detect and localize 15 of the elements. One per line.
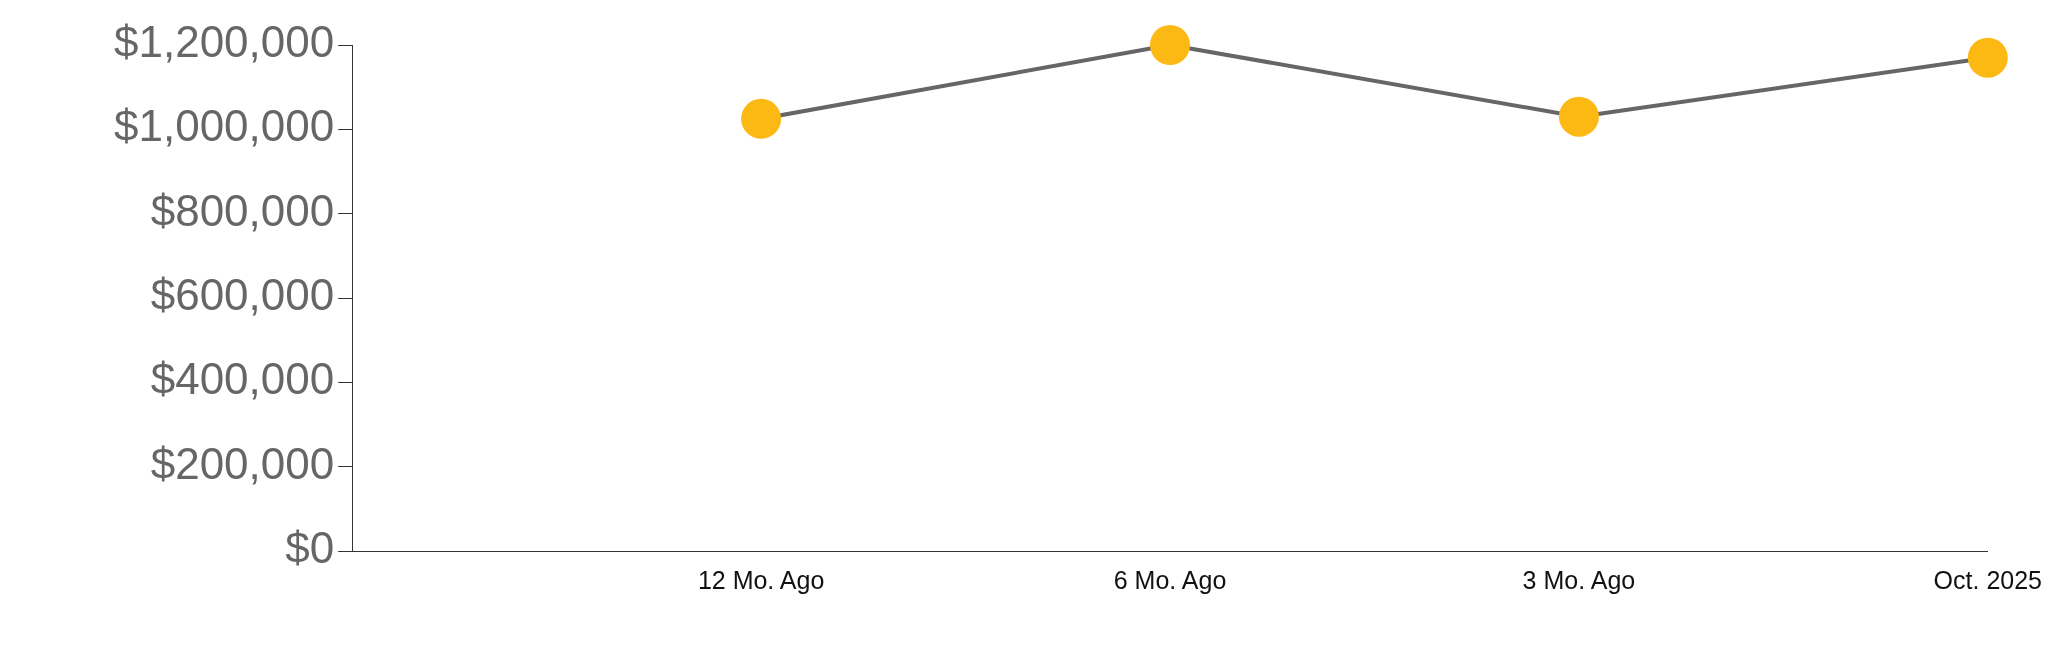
y-tick-label: $600,000 [150,270,335,320]
x-tick-label: Oct. 2025 [1933,565,2042,594]
x-tick-label: 12 Mo. Ago [697,565,825,594]
x-tick-label: 3 Mo. Ago [1522,565,1636,594]
y-tick-label: $0 [285,523,335,573]
point [1558,96,1599,137]
y-tick-label: $1,200,000 [114,17,335,67]
y-tick-label: $400,000 [150,354,335,404]
point [1967,37,2008,78]
y-tick-label: $200,000 [150,438,335,488]
point [1150,25,1191,65]
y-tick-label: $800,000 [150,185,335,235]
point [741,98,782,139]
y-tick-label: $1,000,000 [114,101,335,151]
x-tick-label: 6 Mo. Ago [1113,565,1227,594]
